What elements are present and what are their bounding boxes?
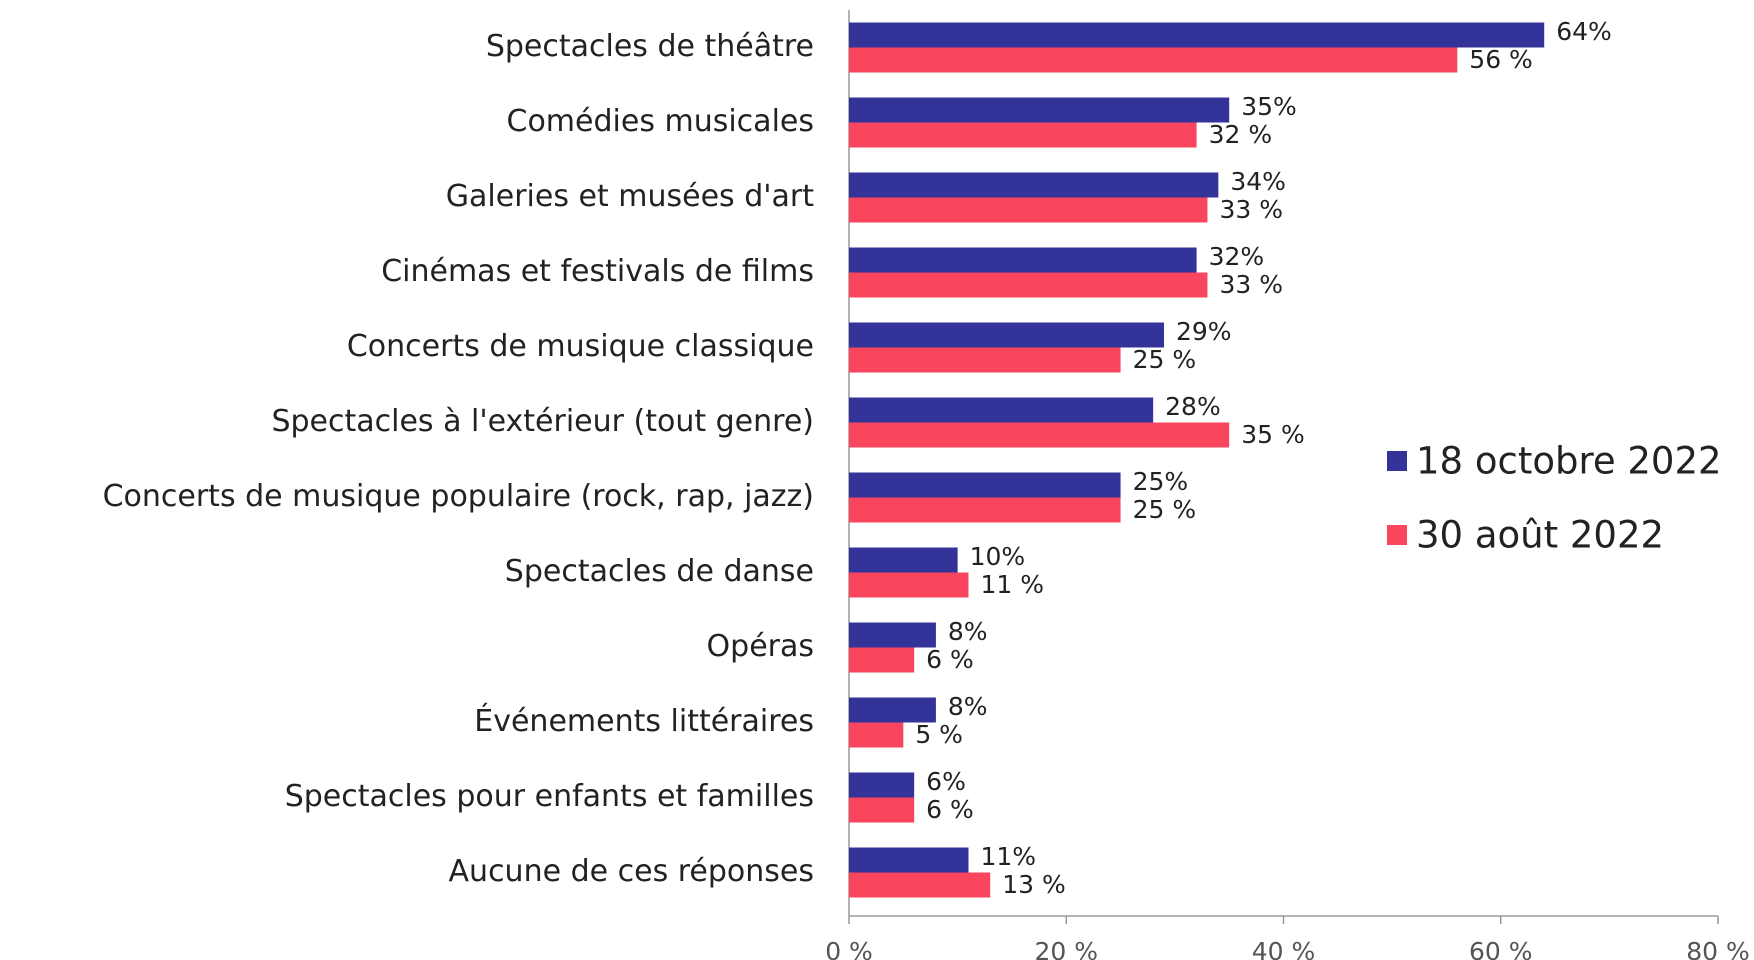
data-label: 6 %: [926, 795, 974, 824]
data-label: 35 %: [1241, 420, 1305, 449]
x-tick-label: 40 %: [1252, 937, 1316, 960]
bar: [849, 322, 1165, 348]
bar: [849, 47, 1458, 73]
category-label: Galeries et musées d'art: [446, 179, 814, 214]
data-label: 13 %: [1002, 870, 1066, 899]
data-label: 35%: [1241, 92, 1297, 121]
data-label: 33 %: [1219, 195, 1283, 224]
x-tick-label: 60 %: [1469, 937, 1533, 960]
category-label: Événements littéraires: [474, 703, 814, 739]
bar: [849, 422, 1230, 448]
bar: [849, 847, 969, 873]
data-label: 32%: [1209, 242, 1265, 271]
data-label: 33 %: [1219, 270, 1283, 299]
bar: [849, 772, 915, 798]
bar: [849, 122, 1197, 148]
category-label: Concerts de musique populaire (rock, rap…: [103, 479, 814, 514]
data-label: 25%: [1133, 467, 1189, 496]
bar: [849, 272, 1208, 298]
legend-label: 30 août 2022: [1416, 514, 1664, 557]
data-label: 56 %: [1469, 45, 1533, 74]
category-label: Concerts de musique classique: [347, 329, 814, 364]
data-label: 28%: [1165, 392, 1221, 421]
legend-label: 18 octobre 2022: [1416, 440, 1722, 483]
data-label: 34%: [1230, 167, 1286, 196]
data-label: 11 %: [980, 570, 1044, 599]
bar: [849, 872, 991, 898]
bar: [849, 572, 969, 598]
x-tick-label: 0 %: [825, 937, 873, 960]
category-label: Aucune de ces réponses: [449, 854, 814, 889]
bar: [849, 622, 936, 648]
data-label: 25 %: [1133, 345, 1197, 374]
bar: [849, 347, 1121, 373]
category-label: Cinémas et festivals de films: [381, 254, 814, 289]
data-label: 29%: [1176, 317, 1232, 346]
data-label: 10%: [970, 542, 1026, 571]
data-label: 8%: [948, 617, 988, 646]
bar: [849, 22, 1545, 48]
bar: [849, 172, 1219, 198]
data-label: 25 %: [1133, 495, 1197, 524]
bar: [849, 797, 915, 823]
category-label: Opéras: [707, 629, 814, 664]
category-label: Spectacles de danse: [505, 554, 814, 589]
bar: [849, 197, 1208, 223]
data-label: 64%: [1556, 17, 1612, 46]
data-label: 11%: [980, 842, 1036, 871]
bar: [849, 547, 958, 573]
data-label: 32 %: [1209, 120, 1273, 149]
bar: [849, 97, 1230, 123]
category-label: Spectacles pour enfants et familles: [285, 779, 814, 814]
bar: [849, 697, 936, 723]
bar: [849, 397, 1154, 423]
category-label: Spectacles de théâtre: [486, 29, 814, 64]
x-tick-label: 20 %: [1034, 937, 1098, 960]
x-tick-label: 80 %: [1686, 937, 1750, 960]
bar: [849, 472, 1121, 498]
data-label: 6 %: [926, 645, 974, 674]
bar: [849, 647, 915, 673]
bar: [849, 247, 1197, 273]
category-label: Comédies musicales: [507, 104, 815, 139]
bar: [849, 722, 904, 748]
legend-swatch: [1387, 525, 1407, 545]
bar: [849, 497, 1121, 523]
data-label: 8%: [948, 692, 988, 721]
data-label: 5 %: [915, 720, 963, 749]
category-label: Spectacles à l'extérieur (tout genre): [271, 404, 814, 439]
data-label: 6%: [926, 767, 966, 796]
legend-swatch: [1387, 451, 1407, 471]
